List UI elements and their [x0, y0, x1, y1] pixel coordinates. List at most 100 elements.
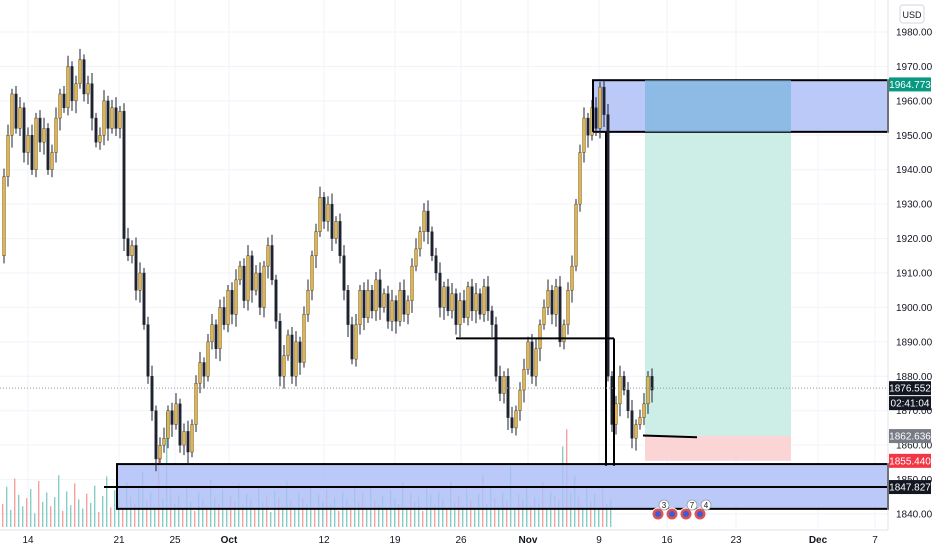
volume-bar — [22, 506, 24, 527]
y-tick-label: 1960.000 — [896, 96, 932, 107]
y-tick-label: 1840.000 — [896, 510, 932, 521]
candle-down — [178, 403, 182, 446]
candle-down — [650, 376, 654, 391]
candle-up — [466, 286, 470, 318]
candle-up — [306, 290, 310, 315]
time-axis[interactable]: 14 21 25 Oct 12 19 26 Nov 9 16 23 Dec 7 — [22, 535, 878, 546]
event-badge[interactable]: 7 — [679, 499, 698, 521]
trend-line[interactable] — [642, 434, 698, 439]
candle-up — [382, 293, 386, 308]
x-tick-label: 7 — [872, 535, 878, 546]
volume-bar — [282, 506, 284, 527]
candle-up — [210, 324, 214, 343]
volume-bar — [254, 508, 256, 527]
x-tick-label: Oct — [221, 535, 238, 546]
candle-down — [170, 410, 174, 425]
candle-down — [446, 286, 450, 312]
volume-bar — [422, 510, 424, 527]
stop-zone-box[interactable] — [645, 436, 791, 461]
candle-down — [186, 431, 190, 453]
volume-bar — [162, 498, 164, 527]
y-tick-label: 1880.000 — [896, 372, 932, 383]
price-axis[interactable]: 1840.0001850.0001860.0001870.0001880.000… — [896, 28, 932, 521]
candle-down — [126, 238, 130, 256]
candle-down — [62, 93, 66, 108]
price-tag-value: 1855.440 — [889, 456, 931, 467]
y-tick-label: 1970.000 — [896, 62, 932, 73]
candle-up — [518, 389, 522, 411]
candle-up — [546, 290, 550, 308]
price-tag-bg — [889, 381, 931, 396]
badge-bubble — [658, 499, 670, 511]
candle-down — [106, 100, 110, 129]
candle-down — [322, 197, 326, 222]
event-badge[interactable]: 4 — [693, 499, 712, 521]
candle-down — [454, 293, 458, 325]
volume-bar — [114, 490, 116, 527]
volume-bar — [590, 501, 592, 527]
volume-bar — [134, 504, 136, 527]
candle-down — [510, 417, 514, 429]
candle-up — [54, 117, 58, 153]
candle-up — [294, 341, 298, 377]
candle-down — [22, 107, 26, 153]
volume-bar — [218, 504, 220, 527]
candle-down — [150, 376, 154, 411]
badge-count: 4 — [704, 501, 709, 510]
candle-down — [222, 307, 226, 325]
candle-down — [330, 203, 334, 239]
currency-button[interactable]: USD — [899, 4, 925, 24]
candle-up — [578, 152, 582, 205]
candle-up — [442, 286, 446, 308]
candle-down — [430, 231, 434, 256]
drawing-lines[interactable] — [0, 80, 888, 489]
y-tick-label: 1930.000 — [896, 200, 932, 211]
x-tick-label: 16 — [661, 535, 673, 546]
event-badge[interactable]: 3 — [651, 499, 670, 521]
candle-up — [26, 135, 30, 153]
volume-bar — [6, 486, 8, 527]
candle-up — [314, 231, 318, 256]
candle-down — [610, 376, 614, 425]
candle-down — [462, 300, 466, 318]
y-tick-label: 1950.000 — [896, 131, 932, 142]
candle-down — [530, 341, 534, 377]
volume-bar — [378, 505, 380, 527]
price-tag-bg — [889, 480, 931, 495]
price-tag: 1855.440 — [889, 453, 931, 468]
candle-up — [482, 286, 486, 315]
volume-bar — [462, 506, 464, 527]
volume-bar — [362, 493, 364, 527]
candle-up — [6, 135, 10, 177]
volume-bar — [530, 505, 532, 527]
event-badge[interactable] — [665, 507, 679, 521]
volume-bar — [554, 495, 556, 527]
y-tick-label: 1980.000 — [896, 28, 932, 39]
x-tick-label: Nov — [519, 535, 538, 546]
candle-up — [138, 272, 142, 291]
candle-up — [538, 324, 542, 349]
candle-up — [514, 410, 518, 429]
volume-bar — [278, 497, 280, 527]
candle-down — [38, 117, 42, 143]
candle-down — [586, 117, 590, 136]
badge-bubble — [686, 499, 698, 511]
candle-up — [614, 403, 618, 425]
candle-down — [626, 389, 630, 411]
candle-up — [326, 203, 330, 222]
candle-down — [202, 362, 206, 377]
volume-bar — [194, 510, 196, 527]
volume-bar — [494, 498, 496, 527]
candle-down — [426, 210, 430, 232]
volume-bar — [174, 504, 176, 527]
volume-bar — [594, 493, 596, 527]
x-tick-label: 23 — [730, 535, 742, 546]
volume-bar — [498, 506, 500, 527]
target-zone-box[interactable] — [645, 84, 791, 437]
volume-bar — [154, 506, 156, 527]
candle-up — [206, 341, 210, 377]
volume-bar — [386, 509, 388, 527]
volume-bar — [454, 502, 456, 527]
